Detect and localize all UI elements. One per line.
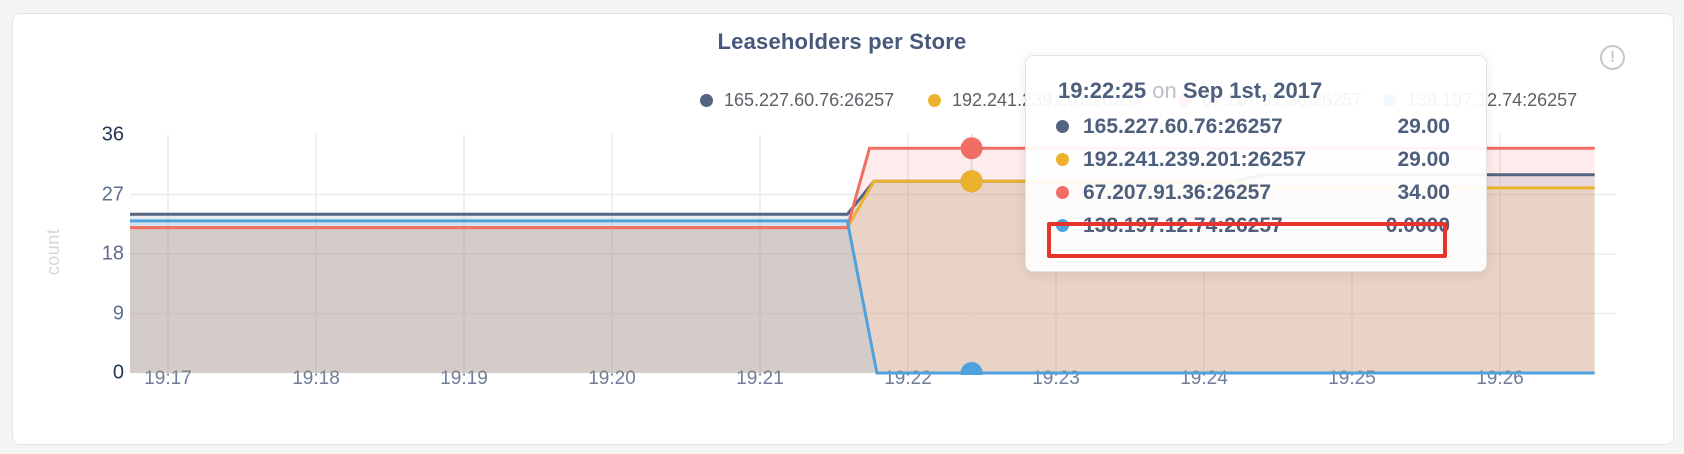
tooltip-series-value: 29.00 [1397, 147, 1450, 171]
y-tick-label: 18 [101, 242, 124, 265]
tooltip-conjunction: on [1152, 78, 1177, 103]
hover-dot [960, 362, 983, 375]
y-tick-label: 27 [101, 183, 124, 206]
x-tick-label: 19:19 [440, 368, 488, 389]
tooltip-rows: 165.227.60.76:26257 29.00 192.241.239.201:… [1026, 110, 1486, 242]
y-tick-label: 9 [112, 302, 124, 325]
tooltip-series-value: 29.00 [1397, 114, 1450, 138]
tooltip-row: 165.227.60.76:26257 29.00 [1026, 110, 1486, 143]
tooltip-header: 19:22:25 on Sep 1st, 2017 [1058, 78, 1486, 104]
hover-dot [960, 137, 983, 160]
y-tick-label: 0 [112, 361, 124, 384]
tooltip-series-dot-icon [1056, 153, 1069, 166]
tooltip-series-name: 165.227.60.76:26257 [1083, 114, 1283, 138]
x-tick-label: 19:20 [588, 368, 636, 389]
hover-dot [960, 170, 983, 193]
chart-title: Leaseholders per Store [717, 29, 967, 54]
y-tick-label: 36 [101, 123, 124, 146]
hover-tooltip: 19:22:25 on Sep 1st, 2017 165.227.60.76:… [1025, 55, 1487, 272]
tooltip-time: 19:22:25 [1058, 78, 1147, 103]
tooltip-series-value: 0.0000 [1385, 213, 1450, 237]
x-tick-label: 19:17 [144, 368, 192, 389]
tooltip-row: 192.241.239.201:26257 29.00 [1026, 143, 1486, 176]
legend-series-dot-icon [700, 94, 713, 107]
tooltip-series-name: 138.197.12.74:26257 [1083, 213, 1283, 237]
tooltip-series-dot-icon [1056, 219, 1069, 232]
tooltip-row: 67.207.91.36:26257 34.00 [1026, 176, 1486, 209]
tooltip-series-name: 192.241.239.201:26257 [1083, 147, 1307, 171]
tooltip-row-highlighted: 138.197.12.74:26257 0.0000 [1026, 209, 1486, 242]
tooltip-series-dot-icon [1056, 120, 1069, 133]
x-tick-label: 19:21 [736, 368, 784, 389]
tooltip-date: Sep 1st, 2017 [1182, 78, 1323, 103]
legend-series-dot-icon [928, 94, 941, 107]
tooltip-series-value: 34.00 [1397, 180, 1450, 204]
x-tick-label: 19:18 [292, 368, 340, 389]
legend-series-label: 165.227.60.76:26257 [724, 90, 895, 110]
series-line [130, 219, 1595, 375]
tooltip-series-dot-icon [1056, 186, 1069, 199]
tooltip-series-name: 67.207.91.36:26257 [1083, 180, 1272, 204]
series-area [130, 220, 1595, 373]
legend-item[interactable]: 165.227.60.76:26257 [700, 90, 894, 111]
info-icon[interactable]: ! [1600, 45, 1625, 70]
